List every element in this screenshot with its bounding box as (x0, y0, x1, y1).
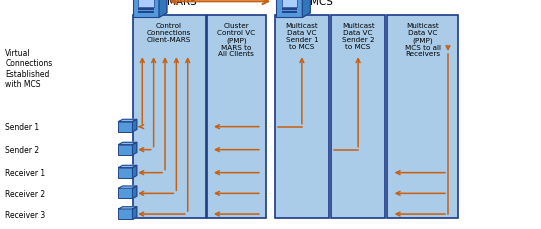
Text: Receiver 1: Receiver 1 (5, 168, 45, 177)
Bar (133, 16, 206, 218)
Text: MCS: MCS (310, 0, 333, 7)
Bar (138, 9, 154, 11)
Bar (282, 12, 297, 14)
Bar (118, 145, 133, 155)
Text: Receiver 2: Receiver 2 (5, 189, 45, 198)
Polygon shape (133, 186, 137, 199)
Text: Multicast
Data VC
(PMP)
MCS to all
Receivers: Multicast Data VC (PMP) MCS to all Recei… (405, 23, 440, 57)
Text: Sender 2: Sender 2 (5, 145, 39, 155)
Text: Receiver 3: Receiver 3 (5, 210, 45, 219)
Text: MARS: MARS (167, 0, 196, 7)
Bar (282, 9, 297, 11)
Bar (138, 12, 154, 14)
Bar (138, 0, 154, 8)
Polygon shape (133, 207, 137, 219)
Polygon shape (118, 166, 137, 168)
Text: Multicast
Data VC
Sender 1
to MCS: Multicast Data VC Sender 1 to MCS (286, 23, 318, 50)
Text: Sender 1: Sender 1 (5, 123, 39, 132)
Bar (133, 0, 159, 18)
Polygon shape (118, 120, 137, 122)
Bar (387, 16, 458, 218)
Bar (118, 188, 133, 199)
Bar (118, 168, 133, 178)
Bar (207, 16, 266, 218)
Bar (275, 16, 329, 218)
Polygon shape (118, 143, 137, 145)
Text: Control
Connections
Client-MARS: Control Connections Client-MARS (147, 23, 192, 43)
Polygon shape (159, 0, 167, 18)
Polygon shape (118, 207, 137, 209)
Bar (282, 0, 297, 8)
Text: Virtual
Connections
Established
with MCS: Virtual Connections Established with MCS (5, 49, 52, 89)
Polygon shape (133, 120, 137, 132)
Bar (118, 122, 133, 132)
Polygon shape (118, 186, 137, 188)
Polygon shape (302, 0, 310, 18)
Bar (276, 0, 302, 18)
Text: Cluster
Control VC
(PMP)
MARS to
All Clients: Cluster Control VC (PMP) MARS to All Cli… (217, 23, 255, 57)
Polygon shape (133, 166, 137, 178)
Bar (118, 209, 133, 219)
Text: Multicast
Data VC
Sender 2
to MCS: Multicast Data VC Sender 2 to MCS (342, 23, 374, 50)
Polygon shape (133, 143, 137, 155)
Bar (331, 16, 385, 218)
